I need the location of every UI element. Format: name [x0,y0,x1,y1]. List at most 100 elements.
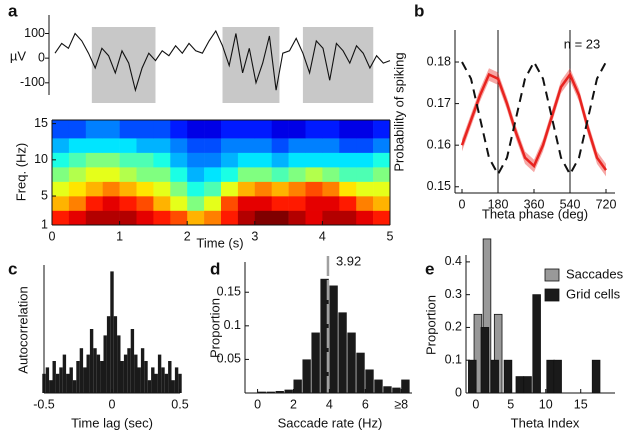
panel-label: c [8,259,17,278]
bar [164,373,169,393]
heatmap-cell [102,210,120,226]
heatmap-cell [271,210,289,226]
heatmap-cell [221,138,239,153]
heatmap-cell [119,167,137,182]
bar [532,294,541,394]
heatmap-cell [221,152,239,168]
x-axis-label: Time lag (sec) [71,415,153,430]
bar [137,367,141,393]
heatmap-cell [119,138,137,153]
heatmap-cell [271,196,289,211]
heatmap-cell [305,196,323,211]
heatmap-cell [52,196,70,211]
heatmap-cell [170,181,188,197]
heatmap-cell [102,196,120,211]
bar [168,361,172,393]
bar [120,361,124,393]
heatmap-cell [204,196,222,211]
heatmap-cell [373,120,391,139]
heatmap-cell [68,210,87,226]
heatmap-cell [52,181,70,197]
heatmap-cell [153,181,171,197]
bar [161,367,165,393]
x-tick-label: 10 [539,397,553,411]
heatmap-cell [356,210,374,226]
histogram-bar [275,390,284,393]
bar [55,373,60,393]
x-tick-label: 360 [524,197,545,211]
heatmap-cell [170,167,188,182]
bar [134,354,138,393]
heatmap-cell [119,152,137,168]
histogram-bar [392,387,401,393]
heatmap-cell [204,181,222,197]
heatmap-cell [322,196,340,211]
y-tick-label: 0 [38,50,45,64]
heatmap-cell [187,196,205,211]
heatmap-cell [187,210,205,226]
heatmap-cell [237,152,256,168]
panel-label: d [210,259,220,278]
x-tick-label: 0 [472,397,479,411]
heatmap-cell [305,210,323,226]
bar [515,376,525,394]
heatmap-cell [68,181,87,197]
heatmap-cell [136,181,154,197]
bar [93,348,97,393]
heatmap-cell [68,167,87,182]
x-tick-label: 0 [49,229,56,243]
y-tick-label: 0.4 [445,254,462,268]
heatmap-cell [322,167,340,182]
bar [130,329,135,393]
y-tick-label: 0.1 [445,353,462,367]
heatmap-cell [373,210,391,226]
trace-line [54,29,391,93]
heatmap-cell [102,152,120,168]
heatmap-cell [373,167,391,182]
heatmap-cell [170,196,188,211]
heatmap-cell [237,138,256,153]
heatmap-cell [322,181,340,197]
bar [113,316,118,393]
heatmap-cell [339,152,357,168]
heatmap-cell [356,181,374,197]
heatmap-cell [322,210,340,226]
heatmap-cell [85,181,103,197]
bar [178,373,182,393]
heatmap-cell [85,167,103,182]
bar [523,376,532,394]
bar [151,367,155,393]
histogram-bar [347,332,356,393]
heatmap-cell [170,152,188,168]
y-tick-label: 0.18 [427,54,451,68]
bar [72,380,77,393]
heatmap-cell [288,210,306,226]
x-tick-label: -0.5 [33,397,55,411]
x-axis-label: Theta phase (deg) [482,206,588,221]
heatmap-cell [153,138,171,153]
heatmap-cell [221,210,239,226]
heatmap-cell [119,120,137,139]
heatmap-cell [288,181,306,197]
y-axis-label: Proportion [207,298,222,358]
heatmap-cell [373,138,391,153]
x-tick-label: 180 [488,197,509,211]
heatmap-cell [254,196,272,211]
bar [591,359,601,394]
histogram-bar [338,312,347,393]
heatmap-cell [305,138,323,153]
bar [171,380,175,393]
shaded-epoch [91,27,156,103]
heatmap-cell [254,181,272,197]
heatmap-cell [339,120,357,139]
x-tick-label: 0 [459,197,466,211]
heatmap-cell [305,167,323,182]
histogram-bar [356,352,365,393]
heatmap-cell [254,210,272,226]
heatmap-cell [237,167,256,182]
heatmap-cell [288,120,306,139]
heatmap-cell [221,167,239,182]
heatmap-cell [204,210,222,226]
heatmap-cell [187,181,205,197]
